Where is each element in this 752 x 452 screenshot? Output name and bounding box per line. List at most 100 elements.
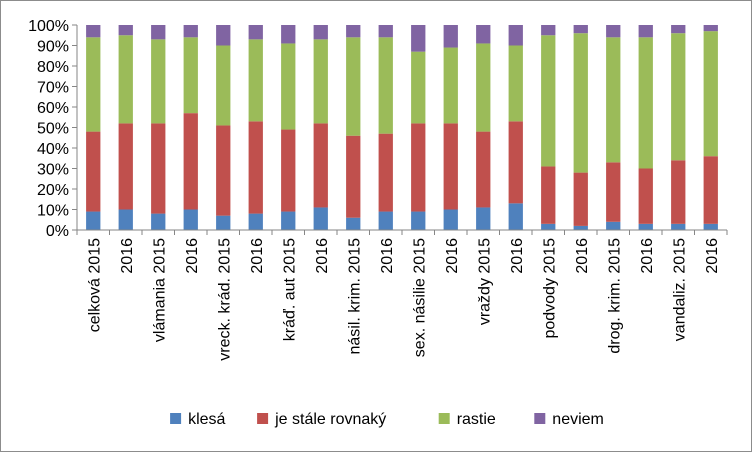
bar-segment-klesa	[216, 215, 231, 230]
y-axis: 0% 10% 20% 30% 40% 50% 60% 70% 80% 90% 100%	[28, 18, 78, 240]
bar-segment-neviem	[541, 25, 556, 36]
legend-swatch-je-stale-rovnaky	[257, 413, 269, 424]
y-tick-label: 40%	[37, 141, 69, 158]
bar-segment-rastie	[476, 43, 491, 132]
bars	[86, 25, 718, 230]
bar-segment-neviem	[86, 25, 101, 38]
bar-segment-rastie	[86, 37, 101, 132]
bar-segment-rastie	[671, 33, 686, 161]
x-tick-label: 2016	[314, 238, 331, 274]
bar-segment-neviem	[573, 25, 588, 34]
x-tick-label: celková 2015	[86, 238, 103, 332]
bar-segment-je-stale-rovnaky	[346, 135, 361, 218]
legend-label-je-stale-rovnaky: je stále rovnaký	[274, 411, 386, 428]
bar-segment-neviem	[216, 25, 231, 46]
bar-segment-klesa	[573, 225, 588, 230]
bar-segment-je-stale-rovnaky	[671, 160, 686, 224]
x-tick-label: sex. násilie 2015	[411, 238, 428, 357]
bar-segment-je-stale-rovnaky	[638, 168, 653, 224]
x-tick-label: podvody 2015	[541, 238, 558, 339]
x-tick-label: 2016	[119, 238, 136, 274]
bar-segment-klesa	[346, 217, 361, 230]
x-tick-label: 2016	[379, 238, 396, 274]
bar-segment-rastie	[118, 35, 133, 124]
legend-swatch-neviem	[534, 413, 546, 424]
bar-segment-neviem	[508, 25, 523, 46]
bar-segment-rastie	[183, 37, 198, 114]
x-tick-label: vlámania 2015	[151, 238, 168, 342]
bar-segment-neviem	[151, 25, 166, 40]
bar-segment-je-stale-rovnaky	[151, 123, 166, 214]
bar-segment-klesa	[281, 211, 296, 230]
bar-segment-klesa	[508, 203, 523, 230]
y-tick-label: 20%	[37, 182, 69, 199]
bar-segment-neviem	[411, 25, 426, 52]
x-tick-label: kráď. aut 2015	[281, 238, 298, 341]
bar-segment-je-stale-rovnaky	[508, 121, 523, 204]
bar-segment-klesa	[313, 207, 328, 230]
legend: klesá je stále rovnaký rastie neviem	[170, 411, 604, 428]
bar-segment-neviem	[118, 25, 133, 36]
bar-segment-rastie	[443, 47, 458, 124]
y-tick-label: 30%	[37, 162, 69, 179]
bar-segment-klesa	[606, 221, 621, 230]
bar-segment-rastie	[411, 51, 426, 124]
bar-segment-je-stale-rovnaky	[703, 156, 718, 224]
bar-segment-je-stale-rovnaky	[411, 123, 426, 212]
y-tick-label: 100%	[28, 18, 69, 35]
bar-segment-rastie	[606, 37, 621, 163]
y-tick-label: 50%	[37, 121, 69, 138]
bar-segment-rastie	[216, 45, 231, 126]
bar-segment-rastie	[508, 45, 523, 122]
bar-segment-je-stale-rovnaky	[606, 162, 621, 222]
y-tick-label: 60%	[37, 100, 69, 117]
y-tick-label: 80%	[37, 59, 69, 76]
x-tick-label: 2016	[704, 238, 721, 274]
bar-segment-neviem	[606, 25, 621, 38]
bar-segment-je-stale-rovnaky	[313, 123, 328, 208]
bar-segment-rastie	[541, 35, 556, 167]
bar-segment-neviem	[443, 25, 458, 48]
x-tick-label: drog. krim. 2015	[606, 238, 623, 354]
bar-segment-rastie	[638, 37, 653, 169]
bar-segment-neviem	[183, 25, 198, 38]
bar-segment-klesa	[248, 213, 263, 230]
x-tick-label: vreck. krád. 2015	[216, 238, 233, 361]
bar-segment-rastie	[346, 37, 361, 136]
bar-segment-rastie	[281, 43, 296, 130]
y-tick-label: 70%	[37, 80, 69, 97]
bar-segment-je-stale-rovnaky	[86, 131, 101, 212]
bar-segment-klesa	[86, 211, 101, 230]
x-tick-label: násil. krim. 2015	[346, 238, 363, 355]
bar-segment-klesa	[411, 211, 426, 230]
x-axis: celková 2015 2016 vlámania 2015 2016 vreck. …	[76, 229, 728, 361]
bar-segment-je-stale-rovnaky	[248, 121, 263, 214]
bar-segment-klesa	[151, 213, 166, 230]
bar-segment-rastie	[573, 33, 588, 173]
bar-segment-klesa	[638, 223, 653, 230]
bar-segment-je-stale-rovnaky	[573, 172, 588, 226]
bar-segment-rastie	[313, 39, 328, 124]
x-tick-label: 2016	[444, 238, 461, 274]
x-tick-label: vraždy 2015	[476, 238, 493, 325]
x-tick-label: 2016	[574, 238, 591, 274]
x-tick-label: vandaliz. 2015	[671, 238, 688, 341]
bar-segment-rastie	[151, 39, 166, 124]
bar-segment-neviem	[313, 25, 328, 40]
bar-segment-neviem	[671, 25, 686, 34]
x-tick-label: 2016	[184, 238, 201, 274]
bar-segment-je-stale-rovnaky	[183, 113, 198, 210]
x-tick-label: 2016	[509, 238, 526, 274]
bar-segment-klesa	[118, 209, 133, 230]
x-tick-label: 2016	[249, 238, 266, 274]
bar-segment-klesa	[183, 209, 198, 230]
bar-segment-neviem	[248, 25, 263, 40]
bar-segment-neviem	[638, 25, 653, 38]
bar-segment-je-stale-rovnaky	[378, 133, 393, 212]
bar-segment-je-stale-rovnaky	[476, 131, 491, 208]
bar-segment-klesa	[671, 223, 686, 230]
bar-segment-rastie	[703, 31, 718, 157]
bar-segment-neviem	[346, 25, 361, 38]
bar-segment-je-stale-rovnaky	[281, 129, 296, 212]
